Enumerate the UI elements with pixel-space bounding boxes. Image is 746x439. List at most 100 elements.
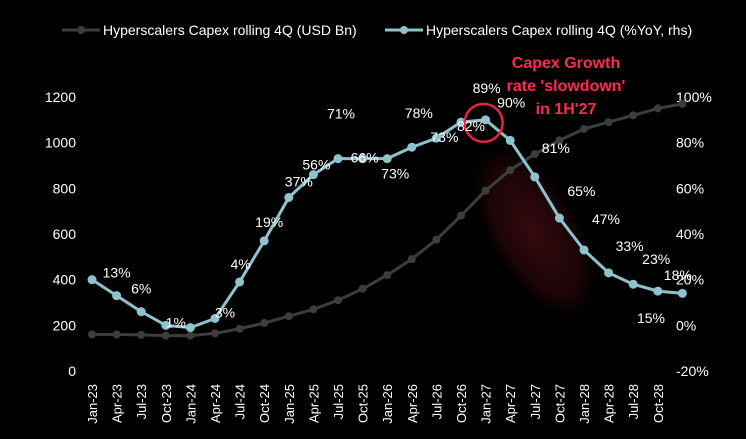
capex-point	[211, 329, 219, 338]
yoy-data-label: 90%	[497, 94, 525, 110]
yoy-point	[333, 154, 343, 164]
right-tick-label: 20%	[676, 272, 704, 288]
yoy-data-label: 47%	[592, 211, 620, 227]
yoy-point	[382, 154, 392, 164]
right-tick-label: 0%	[676, 317, 696, 333]
yoy-point	[235, 277, 245, 287]
slowdown-shade	[470, 142, 598, 322]
yoy-data-label: 15%	[637, 310, 665, 326]
legend-yoy-label: Hyperscalers Capex rolling 4Q (%YoY, rhs…	[426, 22, 692, 38]
yoy-data-label: 56%	[302, 157, 330, 173]
yoy-point	[505, 135, 515, 145]
yoy-point	[136, 307, 146, 317]
left-tick-label: 800	[53, 180, 77, 196]
yoy-point	[456, 117, 466, 127]
yoy-data-label: 3%	[215, 304, 235, 320]
yoy-data-label: 66%	[351, 150, 379, 166]
left-tick-label: 1200	[45, 89, 76, 105]
legend-yoy-marker	[400, 26, 408, 34]
yoy-point	[604, 268, 614, 278]
x-tick-label: Jul-23	[134, 384, 149, 419]
x-tick-label: Apr-28	[602, 384, 617, 423]
x-tick-label: Apr-23	[110, 384, 125, 423]
capex-point	[555, 136, 564, 145]
annotation: Capex Growth rate 'slowdown' in 1H'27	[507, 55, 626, 118]
capex-point	[235, 324, 244, 333]
x-tick-label: Apr-25	[306, 384, 321, 423]
yoy-data-label: 78%	[405, 105, 433, 121]
yoy-data-label: 89%	[473, 80, 501, 96]
capex-point	[432, 235, 441, 244]
capex-point	[161, 331, 170, 340]
annotation-line-1: Capex Growth	[512, 55, 620, 72]
right-axis: -20%0%20%40%60%80%100%	[676, 89, 712, 379]
yoy-point	[407, 142, 417, 152]
yoy-point	[579, 245, 589, 255]
legend-capex-label: Hyperscalers Capex rolling 4Q (USD Bn)	[103, 22, 357, 38]
capex-point	[457, 211, 465, 220]
yoy-data-label: 73%	[381, 166, 409, 182]
capex-point	[334, 296, 342, 305]
yoy-point	[530, 172, 540, 182]
yoy-point	[112, 291, 122, 301]
series-layer	[87, 99, 687, 340]
yoy-point	[185, 323, 195, 333]
x-tick-label: Apr-24	[208, 384, 223, 423]
yoy-data-label: 37%	[285, 173, 313, 189]
annotation-line-3: in 1H'27	[536, 101, 597, 118]
x-tick-label: Oct-23	[159, 384, 174, 423]
x-tick-label: Oct-25	[356, 384, 371, 423]
right-tick-label: 40%	[676, 226, 704, 242]
capex-point	[88, 330, 96, 339]
x-tick-label: Jan-24	[183, 384, 198, 424]
yoy-data-label: 19%	[255, 214, 283, 230]
x-tick-label: Oct-24	[257, 384, 272, 423]
x-tick-label: Jul-26	[429, 384, 444, 419]
capex-point	[506, 166, 515, 175]
left-tick-label: 200	[53, 317, 77, 333]
yoy-point	[87, 275, 97, 285]
data-labels: 13%6%1%3%4%19%37%56%71%66%73%78%73%82%89…	[103, 80, 692, 331]
x-tick-label: Jul-28	[626, 384, 641, 419]
x-tick-label: Apr-27	[503, 384, 518, 423]
x-tick-label: Jul-27	[528, 384, 543, 419]
left-tick-label: 1000	[45, 135, 76, 151]
yoy-point	[481, 115, 491, 125]
yoy-data-label: 13%	[103, 265, 131, 281]
yoy-point	[554, 213, 564, 223]
capex-point	[604, 118, 613, 127]
capex-point	[383, 271, 392, 280]
yoy-data-label: 82%	[457, 118, 485, 134]
yoy-data-label: 1%	[166, 314, 186, 330]
capex-point	[407, 255, 416, 264]
x-tick-label: Jul-24	[233, 384, 248, 419]
yoy-data-label: 33%	[616, 238, 644, 254]
x-tick-label: Jan-23	[85, 384, 100, 424]
yoy-point	[653, 286, 663, 296]
yoy-point	[210, 313, 220, 323]
yoy-data-label: 4%	[230, 256, 250, 272]
x-tick-label: Oct-27	[552, 384, 567, 423]
x-tick-label: Jan-25	[282, 384, 297, 424]
yoy-data-label: 65%	[567, 183, 595, 199]
yoy-point	[284, 192, 294, 202]
legend: Hyperscalers Capex rolling 4Q (USD Bn) H…	[62, 22, 692, 38]
x-tick-label: Jan-26	[380, 384, 395, 424]
capex-point	[580, 124, 588, 133]
x-tick-label: Oct-26	[454, 384, 469, 423]
yoy-point	[308, 170, 318, 180]
yoy-point	[677, 288, 687, 298]
capex-point	[309, 305, 318, 314]
yoy-point	[431, 133, 441, 143]
capex-point	[629, 111, 638, 120]
left-tick-label: 600	[53, 226, 77, 242]
yoy-point	[628, 279, 638, 289]
x-tick-label: Jul-25	[331, 384, 346, 419]
yoy-point	[259, 236, 269, 246]
right-tick-label: -20%	[676, 363, 709, 379]
capex-point	[186, 331, 195, 340]
left-axis: 0 200 400 600 800 1000 1200	[45, 89, 76, 379]
capex-point	[284, 312, 293, 321]
